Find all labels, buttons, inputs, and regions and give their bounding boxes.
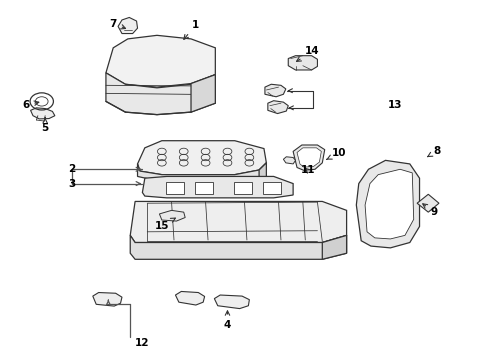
Bar <box>263 182 281 194</box>
Polygon shape <box>142 176 292 198</box>
Text: 9: 9 <box>422 204 437 217</box>
Polygon shape <box>292 145 324 170</box>
Polygon shape <box>264 84 285 97</box>
Polygon shape <box>322 235 346 259</box>
Polygon shape <box>30 108 55 119</box>
Polygon shape <box>191 75 215 112</box>
Polygon shape <box>416 194 438 212</box>
Text: 4: 4 <box>224 311 231 330</box>
Polygon shape <box>130 202 346 243</box>
Polygon shape <box>296 148 321 167</box>
Bar <box>233 182 252 194</box>
Text: 13: 13 <box>387 100 402 110</box>
Text: 8: 8 <box>427 147 439 157</box>
Text: 7: 7 <box>109 18 125 29</box>
Polygon shape <box>283 157 295 164</box>
Text: 1: 1 <box>183 19 199 39</box>
Text: 10: 10 <box>326 148 346 159</box>
Polygon shape <box>287 56 317 70</box>
Polygon shape <box>106 35 215 87</box>
Polygon shape <box>365 169 413 239</box>
Polygon shape <box>130 235 346 259</box>
Polygon shape <box>267 101 287 113</box>
Polygon shape <box>175 292 204 305</box>
Text: 2: 2 <box>68 164 75 174</box>
Text: 3: 3 <box>68 179 75 189</box>
Text: 15: 15 <box>154 218 175 231</box>
Text: 6: 6 <box>22 100 39 110</box>
Text: 5: 5 <box>41 118 49 133</box>
Bar <box>195 182 213 194</box>
Polygon shape <box>259 163 266 182</box>
Text: 14: 14 <box>296 46 319 62</box>
Polygon shape <box>137 163 266 182</box>
Polygon shape <box>118 18 137 33</box>
Text: 12: 12 <box>135 338 149 347</box>
Polygon shape <box>356 160 419 248</box>
Polygon shape <box>214 295 249 309</box>
Bar <box>165 182 184 194</box>
Polygon shape <box>159 210 185 221</box>
Text: 11: 11 <box>300 165 314 175</box>
Polygon shape <box>137 141 266 175</box>
Polygon shape <box>106 73 215 114</box>
Polygon shape <box>93 293 122 306</box>
